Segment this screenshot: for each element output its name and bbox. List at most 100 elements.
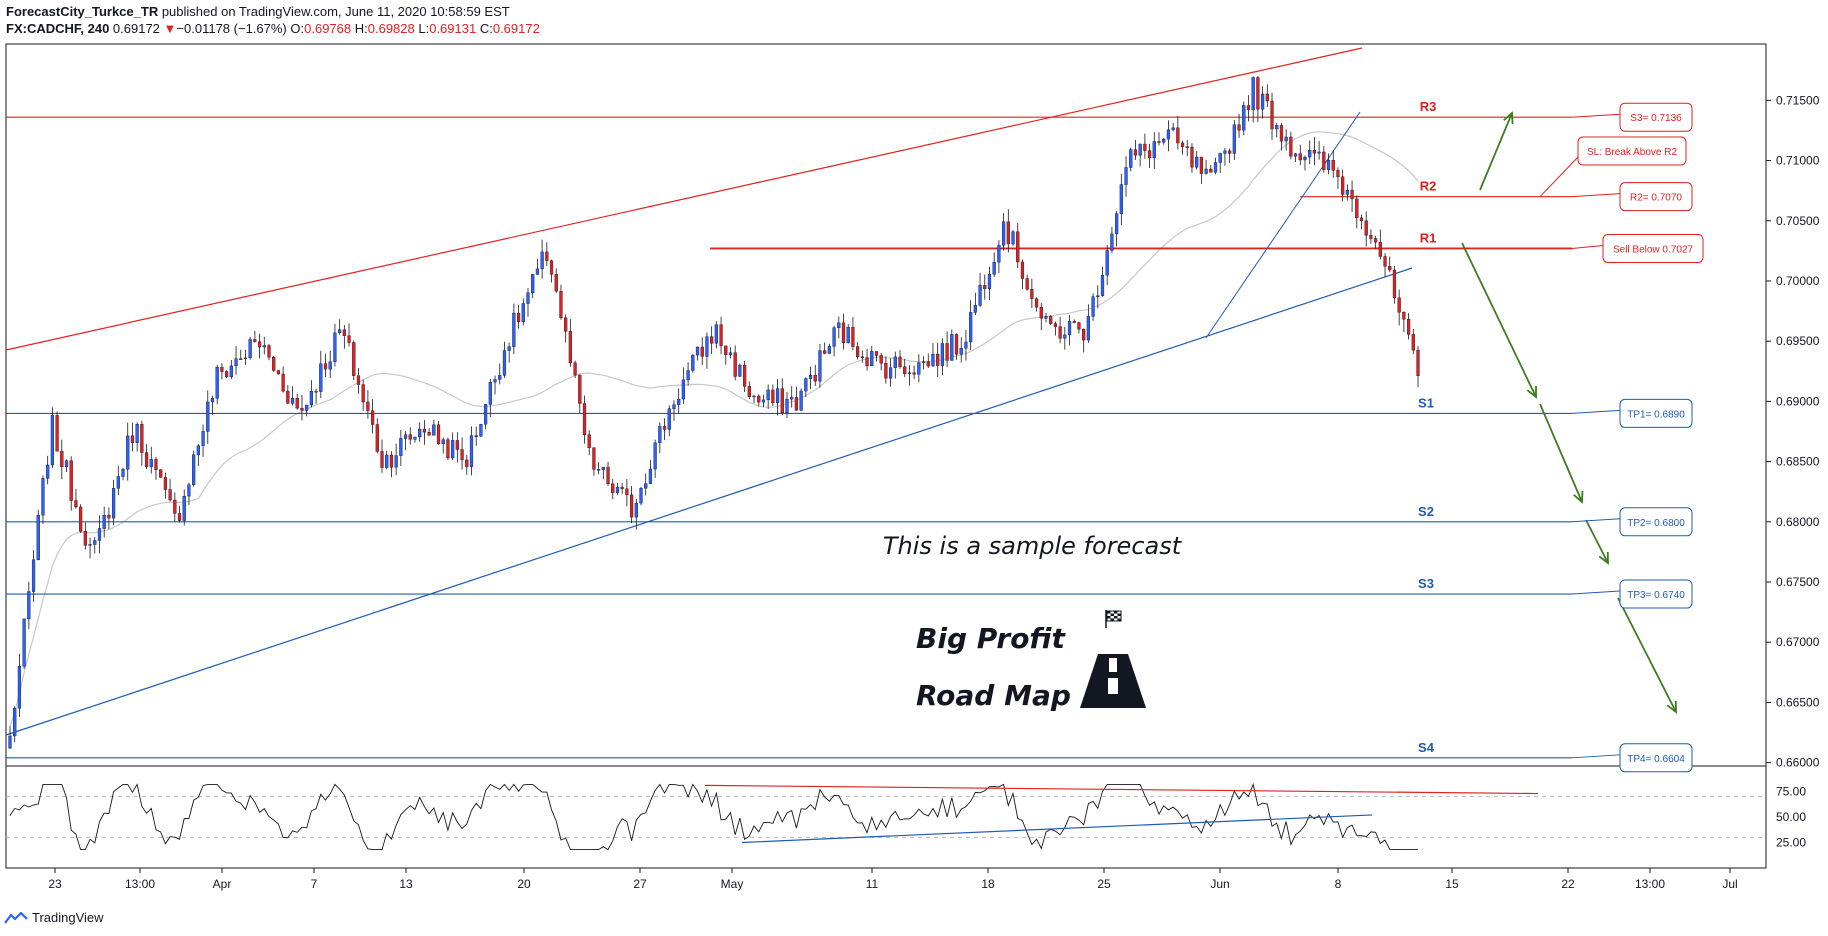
candle-body: [601, 466, 605, 470]
time-tick-label: May: [721, 877, 744, 891]
candle-body: [917, 362, 921, 375]
candle-body: [969, 312, 973, 343]
candle-body: [1265, 93, 1269, 102]
candle-body: [408, 434, 412, 440]
candle-body: [1180, 142, 1185, 147]
candle-body: [74, 500, 78, 508]
candle-body: [1213, 162, 1218, 173]
candle-body: [559, 290, 563, 319]
open-value: 0.69768: [304, 21, 352, 36]
candle-body: [8, 735, 12, 749]
publish-line: ForecastCity_Turkce_TR published on Trad…: [6, 4, 510, 19]
rsi-tick-label: 50.00: [1776, 810, 1806, 824]
candle-body: [276, 370, 281, 375]
candle-body: [1133, 149, 1138, 156]
candle-body: [69, 460, 73, 501]
candle-body: [1293, 153, 1298, 157]
price-tick-label: 0.69500: [1776, 334, 1820, 348]
author-name[interactable]: ForecastCity_Turkce_TR: [6, 4, 159, 19]
time-axis[interactable]: 23 13:00 Apr 7 13 20 27 May 11 18 25 Jun 8 15 22 13:00 J…: [48, 868, 1738, 891]
candle-body: [766, 389, 770, 401]
candle-body: [1350, 189, 1354, 200]
candle-body: [634, 502, 638, 518]
candle-body: [206, 401, 210, 432]
tag-pointer: [1571, 113, 1621, 118]
close-value: 0.69172: [492, 21, 540, 36]
candle-body: [446, 439, 450, 459]
candle-body: [1176, 127, 1180, 144]
big-profit-text: Big Profit: [916, 622, 1066, 655]
candle-body: [88, 544, 92, 546]
candle-body: [366, 401, 370, 411]
candle-body: [1115, 213, 1119, 235]
candle-body: [587, 434, 591, 448]
low-value: 0.69131: [429, 21, 477, 36]
candle-body: [1082, 328, 1086, 341]
candle-body: [1359, 217, 1364, 221]
candle-body: [1124, 167, 1128, 185]
candle-body: [710, 336, 714, 344]
candle-body: [403, 434, 408, 439]
candle-body: [144, 452, 149, 467]
candle-body: [1232, 124, 1236, 154]
candle-body: [1063, 334, 1067, 339]
candle-body: [639, 488, 643, 504]
candle-body: [540, 251, 544, 270]
candle-body: [1397, 297, 1401, 313]
candle-body: [55, 415, 59, 452]
candle-body: [512, 312, 516, 347]
price-tick-label: 0.70000: [1776, 274, 1820, 288]
candle-body: [582, 403, 587, 435]
candle-body: [333, 332, 337, 362]
candle-body: [300, 407, 304, 411]
candle-body: [13, 708, 17, 737]
candle-body: [893, 356, 897, 368]
candle-body: [507, 346, 511, 351]
candle-body: [1152, 141, 1156, 159]
candle-body: [738, 364, 742, 377]
rsi-line: [9, 782, 1418, 851]
candle-body: [1001, 221, 1006, 246]
candle-body: [22, 618, 26, 667]
candle-body: [771, 389, 775, 403]
price-axis[interactable]: 0.71500 0.71000 0.70500 0.70000 0.69500 0.690…: [1766, 93, 1820, 770]
candle-body: [997, 245, 1001, 263]
candle-body: [385, 454, 389, 468]
candle-body: [116, 476, 120, 489]
candle-body: [31, 559, 36, 592]
candle-body: [1044, 316, 1048, 319]
candle-body: [380, 451, 384, 468]
candle-body: [851, 327, 855, 347]
candle-body: [832, 327, 836, 347]
plot-frame: [5, 43, 1767, 869]
candle-body: [870, 351, 874, 367]
time-tick-label: 25: [1097, 877, 1111, 891]
footer: TradingView: [4, 910, 104, 925]
tag-pointer: [1571, 754, 1621, 759]
candle-body: [220, 367, 224, 372]
rsi-support-line: [741, 814, 1373, 844]
tag-box: [1619, 398, 1693, 428]
candle-body: [823, 350, 827, 354]
tag-pointer: [1571, 409, 1621, 414]
tag-pointer: [1571, 518, 1621, 523]
candle-body: [135, 424, 139, 443]
candle-body: [1326, 160, 1331, 170]
candle-body: [681, 379, 686, 400]
candle-body: [1402, 312, 1406, 320]
candle-body: [314, 391, 318, 393]
tag-text: TP4= 0.6604: [1627, 754, 1685, 765]
candle-body: [83, 531, 87, 546]
candle-body: [64, 460, 69, 468]
candle-body: [168, 489, 172, 501]
candle-body: [884, 362, 888, 379]
candle-body: [1171, 127, 1175, 131]
candle-body: [239, 358, 243, 360]
support-resistance-levels: R3 R2 R1 S1 S2 S3 S4: [6, 99, 1572, 759]
candle-body: [1336, 170, 1340, 177]
tag-box: [1602, 233, 1704, 263]
tradingview-logo-icon[interactable]: [4, 911, 28, 924]
time-tick-label: 11: [866, 877, 879, 891]
candle-body: [1416, 349, 1420, 376]
